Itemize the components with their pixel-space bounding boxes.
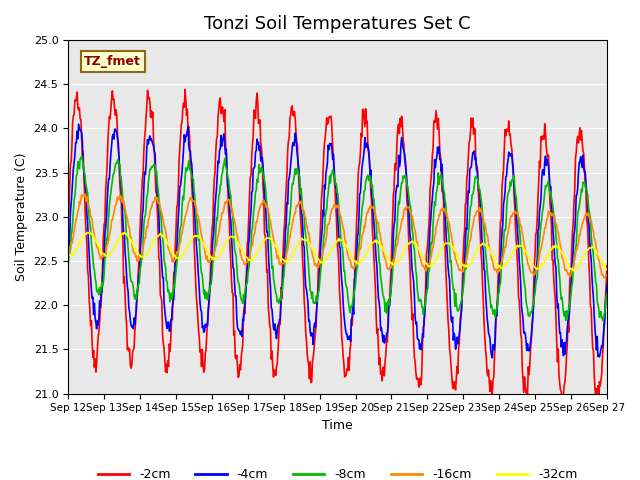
-4cm: [75, 121, 83, 127]
-16cm: [185, 199, 193, 205]
-4cm: [488, 355, 496, 360]
-4cm: [603, 281, 611, 287]
-8cm: [419, 312, 427, 317]
-2cm: [74, 105, 82, 110]
Y-axis label: Soil Temperature (C): Soil Temperature (C): [15, 153, 28, 281]
-16cm: [603, 272, 611, 277]
-8cm: [64, 264, 72, 269]
-8cm: [131, 293, 138, 299]
-2cm: [213, 133, 221, 139]
-8cm: [78, 153, 86, 159]
Line: -16cm: -16cm: [68, 194, 607, 278]
-32cm: [213, 255, 221, 261]
-8cm: [185, 158, 193, 164]
-32cm: [64, 252, 72, 258]
Line: -32cm: -32cm: [68, 232, 607, 271]
Line: -4cm: -4cm: [68, 124, 607, 358]
Line: -2cm: -2cm: [68, 89, 607, 410]
X-axis label: Time: Time: [322, 419, 353, 432]
-32cm: [404, 242, 412, 248]
-4cm: [419, 334, 427, 340]
-2cm: [595, 407, 602, 413]
-8cm: [404, 184, 412, 190]
-16cm: [404, 204, 412, 210]
-4cm: [131, 315, 138, 321]
-16cm: [131, 250, 138, 256]
-32cm: [419, 256, 427, 262]
-32cm: [185, 241, 193, 247]
-32cm: [74, 244, 82, 250]
-2cm: [419, 324, 427, 329]
-16cm: [213, 235, 221, 241]
-16cm: [64, 253, 72, 259]
-2cm: [603, 263, 611, 269]
-2cm: [64, 219, 72, 225]
-4cm: [213, 172, 221, 178]
-2cm: [404, 204, 412, 210]
-4cm: [404, 188, 412, 194]
-32cm: [570, 268, 577, 274]
Title: Tonzi Soil Temperatures Set C: Tonzi Soil Temperatures Set C: [204, 15, 471, 33]
-16cm: [419, 263, 427, 268]
-8cm: [603, 290, 611, 296]
Line: -8cm: -8cm: [68, 156, 607, 321]
-4cm: [74, 136, 82, 142]
Text: TZ_fmet: TZ_fmet: [84, 55, 141, 68]
-32cm: [131, 245, 138, 251]
-16cm: [601, 275, 609, 281]
Legend: -2cm, -4cm, -8cm, -16cm, -32cm: -2cm, -4cm, -8cm, -16cm, -32cm: [93, 464, 582, 480]
-16cm: [81, 192, 89, 197]
-2cm: [129, 347, 137, 353]
-8cm: [599, 318, 607, 324]
-2cm: [185, 124, 193, 130]
-2cm: [181, 86, 189, 92]
-16cm: [74, 208, 82, 214]
-4cm: [185, 143, 193, 148]
-8cm: [213, 217, 221, 223]
-32cm: [603, 267, 611, 273]
-4cm: [64, 250, 72, 256]
-8cm: [74, 159, 82, 165]
-32cm: [86, 229, 93, 235]
